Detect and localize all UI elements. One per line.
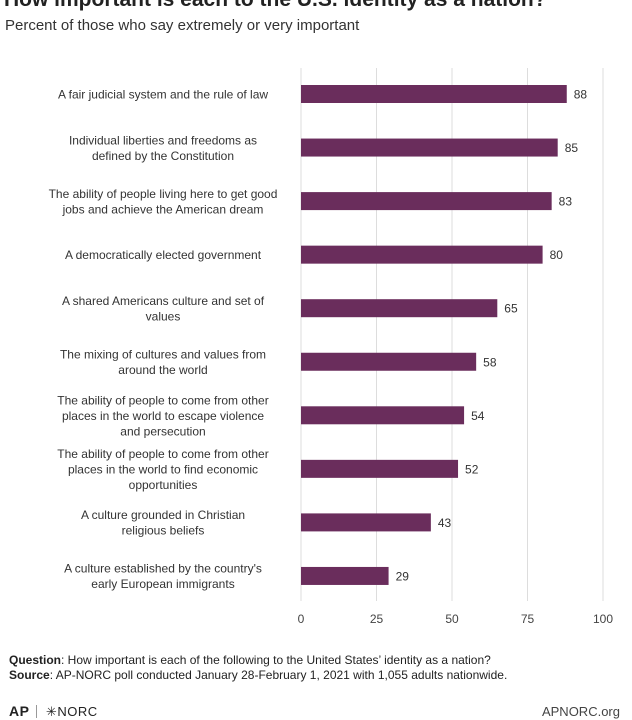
data-label: 80 bbox=[550, 248, 564, 262]
data-label: 43 bbox=[438, 516, 452, 530]
bar bbox=[301, 406, 465, 425]
data-label: 58 bbox=[483, 355, 497, 369]
chart-title: How important is each to the U.S. identi… bbox=[4, 0, 547, 12]
data-label: 29 bbox=[396, 569, 410, 583]
category-label: The mixing of cultures and values from ar… bbox=[60, 348, 266, 378]
bar bbox=[301, 513, 431, 532]
footer: AP ✳NORC APNORC.org bbox=[9, 703, 620, 719]
bar bbox=[301, 245, 543, 264]
bar bbox=[301, 192, 552, 211]
x-tick-label: 50 bbox=[445, 612, 459, 626]
bar bbox=[301, 299, 498, 318]
data-label: 85 bbox=[565, 141, 579, 155]
x-tick-label: 0 bbox=[298, 612, 305, 626]
x-tick-label: 25 bbox=[370, 612, 384, 626]
category-label: Individual liberties and freedoms as defi… bbox=[69, 133, 257, 163]
bar bbox=[301, 352, 477, 371]
bar-chart: 0 25 50 75 100 88 A fair judicial system and t… bbox=[49, 68, 613, 626]
category-label: The ability of people to come from other… bbox=[57, 447, 268, 492]
bar bbox=[301, 566, 389, 585]
logo-divider bbox=[36, 705, 37, 718]
category-label: A culture grounded in Christian religious… bbox=[81, 508, 245, 538]
bar bbox=[301, 85, 567, 103]
data-label: 88 bbox=[574, 88, 588, 102]
data-label: 83 bbox=[559, 195, 573, 209]
ap-logo: AP bbox=[9, 703, 30, 719]
category-label: The ability of people to come from other… bbox=[57, 393, 268, 438]
x-tick-label: 75 bbox=[521, 612, 535, 626]
data-label: 54 bbox=[471, 409, 485, 423]
apnorc-link[interactable]: APNORC.org bbox=[541, 704, 620, 719]
category-label: A culture established by the country's ea… bbox=[64, 562, 262, 592]
question-text: : How important is each of the following… bbox=[61, 653, 491, 667]
norc-logo: ✳NORC bbox=[46, 704, 98, 719]
question-label: Question bbox=[9, 653, 62, 667]
category-label: A shared Americans culture and set of val… bbox=[62, 294, 265, 324]
source-note: Source: AP-NORC poll conducted January 2… bbox=[9, 668, 624, 683]
source-label: Source bbox=[9, 668, 50, 682]
bar bbox=[301, 138, 558, 157]
chart-notes: Question: How important is each of the f… bbox=[9, 653, 624, 683]
x-tick-label: 100 bbox=[593, 612, 613, 626]
chart-subtitle: Percent of those who say extremely or ve… bbox=[5, 17, 360, 34]
data-label: 65 bbox=[504, 302, 518, 316]
category-label: A democratically elected government bbox=[65, 248, 262, 262]
data-label: 52 bbox=[465, 462, 479, 476]
category-label: A fair judicial system and the rule of l… bbox=[58, 88, 268, 102]
category-label: The ability of people living here to get… bbox=[49, 187, 278, 217]
source-text: : AP-NORC poll conducted January 28-Febr… bbox=[49, 668, 508, 682]
question-note: Question: How important is each of the f… bbox=[9, 653, 624, 668]
bar bbox=[301, 459, 459, 478]
